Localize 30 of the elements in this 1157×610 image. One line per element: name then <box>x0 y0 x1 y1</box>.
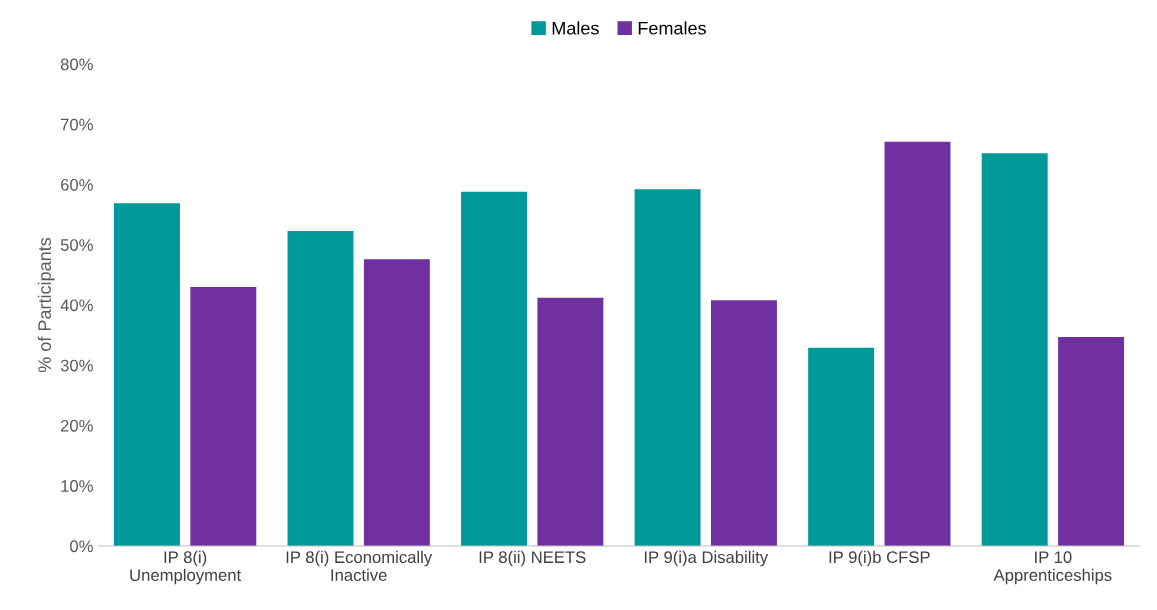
y-tick-label: 80% <box>60 58 93 71</box>
x-tick-label: IP 8(ii) NEETS <box>479 550 586 567</box>
y-tick-label: 0% <box>70 540 93 553</box>
y-tick-label: 10% <box>61 480 93 492</box>
bar <box>884 141 951 546</box>
y-axis-title: % of Participants <box>37 237 55 373</box>
x-tick-label: IP 10 Apprenticeships <box>993 551 1112 585</box>
x-tick-label: IP 8(i) Unemployment <box>130 550 242 585</box>
bar <box>808 347 875 546</box>
y-tick-label: 70% <box>60 118 93 131</box>
y-tick-label: 40% <box>60 299 93 312</box>
bar <box>190 286 257 546</box>
bar <box>363 259 430 546</box>
legend-label: Females <box>638 21 706 35</box>
x-tick-label: IP 8(i) Economically Inactive <box>286 550 433 582</box>
y-tick-label: 50% <box>60 239 93 251</box>
bar <box>461 191 528 546</box>
bar <box>710 300 777 546</box>
bar <box>1058 336 1125 546</box>
bar <box>537 297 604 546</box>
bar <box>634 189 701 546</box>
x-tick-label: IP 9(i)b CFSP <box>829 550 930 567</box>
y-tick-label: 20% <box>60 419 93 432</box>
bar <box>113 203 180 546</box>
y-tick-label: 60% <box>60 178 93 191</box>
bar <box>287 230 354 546</box>
x-tick-label: IP 9(i)a Disability <box>644 550 769 567</box>
legend-label: Males <box>552 21 599 35</box>
y-tick-label: 30% <box>60 359 93 372</box>
bar <box>981 153 1048 546</box>
